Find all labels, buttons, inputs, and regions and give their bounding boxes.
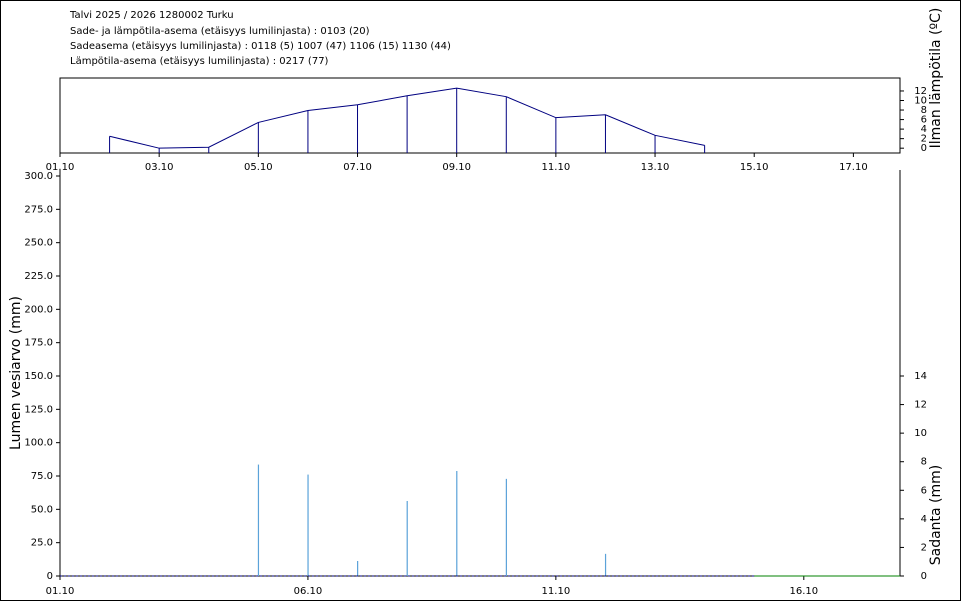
y2-tick-label: 12 <box>914 400 927 411</box>
x-tick-label: 05.10 <box>244 162 273 173</box>
y2-tick-label: 10 <box>914 428 927 439</box>
y-tick-label: 300.0 <box>24 171 53 182</box>
annotation: Sadeasema (etäisyys lumilinjasta) : 0118… <box>70 41 451 52</box>
bar <box>604 553 607 576</box>
x-tick-label: 15.10 <box>740 162 769 173</box>
y-tick-label: 175.0 <box>24 338 53 349</box>
y-tick-label: 75.0 <box>31 471 53 482</box>
y-tick-label: 0 <box>47 571 53 582</box>
plot-area <box>109 87 706 153</box>
bar <box>505 478 507 576</box>
y2-axis-label: Ilman lämpötila (ºC) <box>928 8 944 149</box>
annotation: Sade- ja lämpötila-asema (etäisyys lumil… <box>70 26 370 37</box>
x-tick-label: 07.10 <box>343 162 372 173</box>
y2-tick-label: 4 <box>921 514 927 525</box>
x-tick-label: 17.10 <box>839 162 868 173</box>
y-tick-label: 275.0 <box>24 204 53 215</box>
y-tick-label: 50.0 <box>31 504 53 515</box>
bar <box>406 501 408 576</box>
x-tick-label: 06.10 <box>294 586 323 597</box>
y2-tick-label: 14 <box>914 371 927 382</box>
x-tick-label: 03.10 <box>145 162 174 173</box>
y2-tick-label: 10 <box>914 96 927 107</box>
x-tick-label: 16.10 <box>789 586 818 597</box>
x-tick-label: 09.10 <box>442 162 471 173</box>
x-tick-label: 13.10 <box>641 162 670 173</box>
bar <box>456 471 458 576</box>
y2-tick-label: 6 <box>921 115 927 126</box>
x-tick-label: 11.10 <box>542 162 571 173</box>
x-tick-label: 01.10 <box>46 586 75 597</box>
y2-tick-label: 2 <box>921 134 927 145</box>
y2-tick-label: 4 <box>921 124 927 135</box>
y-tick-label: 150.0 <box>24 371 53 382</box>
y2-tick-label: 0 <box>921 571 927 582</box>
y2-tick-label: 0 <box>921 143 927 154</box>
y-tick-label: 125.0 <box>24 404 53 415</box>
data-line <box>109 87 705 149</box>
y-tick-label: 225.0 <box>24 271 53 282</box>
y2-tick-label: 8 <box>921 105 927 116</box>
y-tick-label: 100.0 <box>24 438 53 449</box>
y-tick-label: 25.0 <box>31 538 53 549</box>
y-tick-label: 200.0 <box>24 304 53 315</box>
annotation: Lämpötila-asema (etäisyys lumilinjasta) … <box>70 56 329 67</box>
y2-tick-label: 12 <box>914 86 927 97</box>
chart-title: Talvi 2025 / 2026 1280002 Turku <box>69 10 234 21</box>
x-tick-label: 01.10 <box>46 162 75 173</box>
y2-tick-label: 6 <box>921 485 927 496</box>
bar <box>357 561 359 576</box>
plot-area <box>60 464 900 577</box>
y2-tick-label: 8 <box>921 457 927 468</box>
y2-axis-label: Sadanta (mm) <box>928 465 944 566</box>
bar <box>307 474 309 576</box>
y-tick-label: 250.0 <box>24 238 53 249</box>
y2-tick-label: 2 <box>921 542 927 553</box>
y-axis-label: Lumen vesiarvo (mm) <box>8 296 24 450</box>
bar <box>257 464 260 576</box>
x-tick-label: 11.10 <box>542 586 571 597</box>
